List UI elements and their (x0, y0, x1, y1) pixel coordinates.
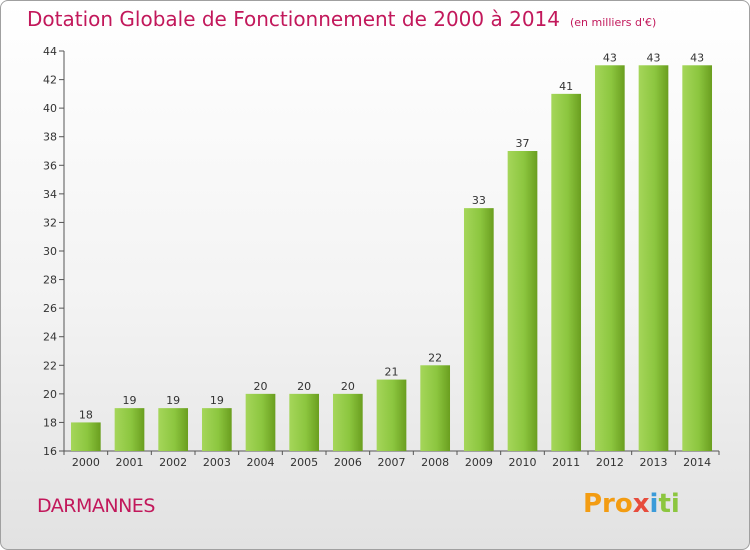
value-label: 19 (210, 394, 224, 407)
x-tick-label: 2009 (465, 456, 493, 469)
x-tick-label: 2003 (203, 456, 231, 469)
bar-2014 (682, 65, 713, 452)
y-tick-label: 18 (43, 416, 57, 429)
y-tick-label: 34 (43, 188, 57, 201)
value-label: 43 (647, 51, 661, 64)
bar-2009 (463, 208, 494, 451)
y-tick-label: 38 (43, 131, 57, 144)
x-tick-label: 2005 (290, 456, 318, 469)
y-tick-label: 22 (43, 359, 57, 372)
y-tick-label: 26 (43, 302, 57, 315)
value-label: 41 (559, 80, 573, 93)
bar-2002 (158, 408, 189, 451)
bar-2001 (114, 408, 145, 451)
x-tick-label: 2010 (509, 456, 537, 469)
x-tick-label: 2011 (552, 456, 580, 469)
x-tick-label: 2008 (421, 456, 449, 469)
value-label: 19 (123, 394, 137, 407)
x-tick-label: 2006 (334, 456, 362, 469)
bar-2012 (594, 65, 625, 452)
proxiti-logo: Proxiti (583, 489, 680, 519)
y-tick-label: 42 (43, 74, 57, 87)
y-tick-label: 30 (43, 245, 57, 258)
x-tick-label: 2013 (640, 456, 668, 469)
value-label: 22 (428, 351, 442, 364)
y-tick-label: 24 (43, 331, 57, 344)
y-tick-label: 40 (43, 102, 57, 115)
bar-2007 (376, 379, 407, 451)
bar-2003 (201, 408, 232, 451)
bar-2005 (289, 393, 320, 451)
bar-2006 (332, 393, 363, 451)
bar-2000 (70, 422, 101, 451)
chart-unit-note: (en milliers d'€) (570, 16, 657, 29)
value-label: 21 (385, 366, 399, 379)
chart-labels: 2000 18 2001 19 2002 19 2003 19 2004 20 2005 20 2006… (72, 51, 711, 469)
chart-bars (70, 65, 713, 452)
value-label: 43 (690, 51, 704, 64)
chart-title-block: Dotation Globale de Fonctionnement de 20… (27, 7, 656, 31)
y-tick-label: 20 (43, 388, 57, 401)
value-label: 43 (603, 51, 617, 64)
value-label: 20 (341, 380, 355, 393)
y-tick-label: 16 (43, 445, 57, 458)
value-label: 20 (297, 380, 311, 393)
bar-2004 (245, 393, 276, 451)
value-label: 19 (166, 394, 180, 407)
chart-title: Dotation Globale de Fonctionnement de 20… (27, 7, 560, 31)
x-tick-label: 2004 (247, 456, 275, 469)
x-tick-label: 2001 (116, 456, 144, 469)
value-label: 20 (254, 380, 268, 393)
bar-2008 (420, 365, 451, 451)
bar-2011 (551, 93, 582, 451)
x-tick-label: 2012 (596, 456, 624, 469)
y-tick-label: 28 (43, 274, 57, 287)
x-tick-label: 2002 (159, 456, 187, 469)
y-tick-label: 36 (43, 159, 57, 172)
value-label: 37 (516, 137, 530, 150)
x-tick-label: 2007 (378, 456, 406, 469)
y-tick-label: 32 (43, 216, 57, 229)
value-label: 33 (472, 194, 486, 207)
y-tick-label: 44 (43, 45, 57, 58)
chart-axes: 16 18 20 22 24 26 28 30 32 34 36 38 40 42 44 (43, 45, 720, 458)
place-name: DARMANNES (37, 495, 155, 517)
bar-2013 (638, 65, 669, 452)
x-tick-label: 2014 (683, 456, 711, 469)
x-tick-label: 2000 (72, 456, 100, 469)
bar-2010 (507, 151, 538, 451)
value-label: 18 (79, 408, 93, 421)
